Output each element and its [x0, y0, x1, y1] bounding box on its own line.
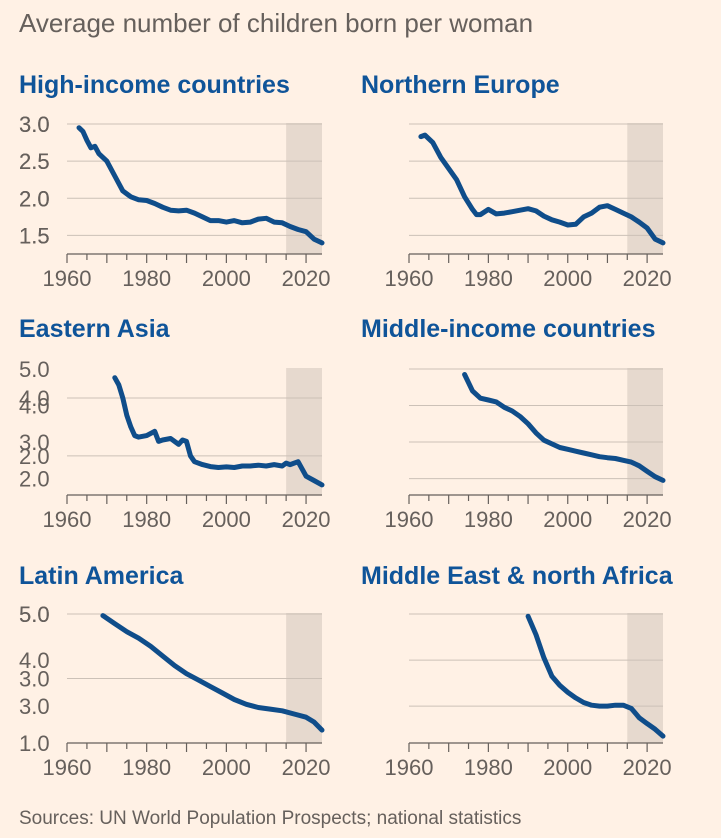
projection-band	[627, 368, 663, 495]
y-tick-label: 2.0	[19, 467, 50, 492]
y-tick-label: 2.0	[19, 186, 50, 211]
source-note: Sources: UN World Population Prospects; …	[19, 808, 522, 829]
y-tick-label: 4.0	[19, 648, 50, 673]
x-tick-label: 2020	[623, 507, 672, 532]
y-tick-label: 1.0	[19, 731, 50, 756]
y-tick-label: 2.0	[19, 186, 50, 211]
x-tick-label: 2000	[543, 755, 592, 780]
panel-title: Middle-income countries	[361, 315, 655, 343]
x-tick-label: 1980	[122, 755, 171, 780]
y-tick-label: 1.5	[19, 223, 50, 248]
x-tick-label: 2020	[623, 266, 672, 291]
x-tick-label: 1980	[122, 507, 171, 532]
x-tick-label: 1960	[43, 507, 92, 532]
x-tick-label: 1960	[43, 266, 92, 291]
series-line-middle-income-countries	[462, 372, 666, 483]
series-line-northern-europe	[418, 132, 666, 246]
x-tick-label: 2020	[282, 507, 331, 532]
panel-northern-europe: Northern Europe 1.5 2.0 2.5 3.0 1960 1980 2000 2…	[19, 71, 672, 291]
y-tick-label: 2.5	[19, 149, 50, 174]
series-line-high-income-countries	[76, 125, 325, 246]
panel-eastern-asia: Eastern Asia 2.0 4.0 1960 1980 2000 2020	[19, 315, 331, 532]
x-tick-label: 1980	[122, 266, 171, 291]
y-tick-label: 5.0	[19, 602, 50, 627]
panel-title: High-income countries	[19, 71, 290, 99]
projection-band	[286, 123, 322, 254]
panel-title: Eastern Asia	[19, 315, 171, 343]
y-tick-label: 5.0	[19, 357, 50, 382]
x-tick-label: 2020	[282, 755, 331, 780]
x-tick-label: 2000	[543, 266, 592, 291]
x-tick-label: 2000	[202, 266, 251, 291]
y-tick-label: 4.0	[19, 394, 50, 419]
x-tick-label: 1980	[464, 755, 513, 780]
x-tick-label: 2020	[623, 755, 672, 780]
chart-title: Average number of children born per woma…	[19, 8, 534, 38]
panel-title: Northern Europe	[361, 71, 560, 99]
panel-title: Middle East & north Africa	[361, 562, 674, 590]
panel-title: Latin America	[19, 562, 185, 590]
y-tick-label: 3.0	[19, 112, 50, 137]
y-tick-label: 2.5	[19, 149, 50, 174]
series-line-middle-east-north-africa	[525, 613, 666, 739]
projection-band	[627, 123, 663, 254]
x-tick-label: 2000	[202, 507, 251, 532]
x-tick-label: 2000	[202, 755, 251, 780]
series-line-latin-america	[100, 613, 325, 733]
y-tick-label: 4.0	[19, 386, 50, 411]
x-tick-label: 1980	[464, 507, 513, 532]
panel-latin-america: Latin America 1.0 3.0 5.0 1960 1980 2000 2020	[19, 562, 331, 780]
y-tick-label: 3.0	[19, 694, 50, 719]
panel-high-income-countries: High-income countries 1.5 2.0 2.5 3.0 1960 198…	[19, 71, 331, 291]
x-tick-label: 1980	[464, 266, 513, 291]
y-tick-label: 3.0	[19, 112, 50, 137]
x-tick-label: 1960	[385, 507, 434, 532]
x-tick-label: 2020	[282, 266, 331, 291]
x-tick-label: 2000	[543, 507, 592, 532]
y-tick-label: 1.5	[19, 223, 50, 248]
y-tick-label: 5.0	[19, 602, 50, 627]
y-tick-label: 3.0	[19, 430, 50, 455]
x-tick-label: 1960	[385, 266, 434, 291]
x-tick-label: 1960	[43, 755, 92, 780]
x-tick-label: 1960	[385, 755, 434, 780]
series-line-eastern-asia	[112, 375, 325, 488]
y-tick-label: 3.0	[19, 667, 50, 692]
y-tick-label: 2.0	[19, 444, 50, 469]
